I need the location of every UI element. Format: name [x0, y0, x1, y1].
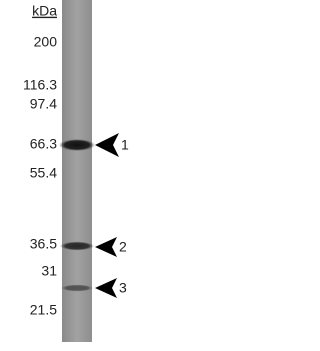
- marker-label: 66.3: [30, 136, 57, 152]
- marker-label: 21.5: [30, 302, 57, 318]
- marker-label: 97.4: [30, 96, 57, 112]
- arrow: [95, 278, 117, 298]
- page: kDa 200 116.3 97.4 66.3 55.4 36.5 31 21.…: [0, 0, 150, 351]
- blot-figure: kDa 200 116.3 97.4 66.3 55.4 36.5 31 21.…: [23, 0, 129, 342]
- arrow: [95, 133, 119, 157]
- band-label: 1: [121, 137, 129, 153]
- band: [60, 241, 94, 251]
- band-label: 2: [119, 239, 127, 255]
- marker-label: 36.5: [30, 236, 57, 252]
- arrow: [95, 237, 117, 257]
- unit-label: kDa: [32, 3, 57, 19]
- marker-label: 116.3: [23, 77, 57, 93]
- band: [59, 139, 95, 151]
- marker-label: 200: [34, 34, 58, 50]
- marker-label: 55.4: [30, 165, 57, 181]
- marker-label: 31: [41, 263, 57, 279]
- band-label: 3: [119, 280, 127, 296]
- band: [61, 284, 93, 292]
